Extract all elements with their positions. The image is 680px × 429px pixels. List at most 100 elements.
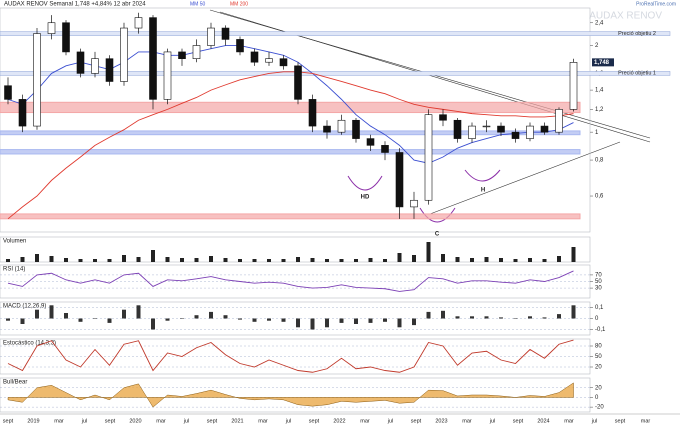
bar bbox=[35, 254, 39, 262]
panel-frame bbox=[0, 377, 591, 413]
y-tick-label: 1,4 bbox=[595, 88, 604, 94]
candle-body bbox=[265, 58, 273, 63]
bar bbox=[107, 259, 112, 262]
bar bbox=[513, 318, 518, 319]
y-tick-label: 80 bbox=[595, 344, 602, 350]
bar bbox=[267, 318, 271, 321]
x-tick-label: 2019 bbox=[27, 418, 39, 424]
bar bbox=[78, 259, 83, 262]
candle-body bbox=[178, 51, 186, 59]
candle-body bbox=[453, 119, 462, 139]
indicator-line bbox=[7, 339, 574, 373]
x-tick-label: 2021 bbox=[231, 418, 243, 424]
candle-body bbox=[294, 65, 302, 100]
y-tick-label: 0,1 bbox=[595, 305, 604, 311]
bar bbox=[252, 318, 257, 322]
x-tick-label: jul bbox=[183, 418, 190, 424]
bar bbox=[136, 305, 141, 319]
y-tick-label: 0 bbox=[595, 316, 599, 322]
bar bbox=[49, 256, 54, 262]
x-tick-label: jul bbox=[285, 418, 292, 424]
x-tick-label: 2023 bbox=[435, 418, 447, 424]
candle-body bbox=[497, 125, 505, 133]
bar bbox=[20, 257, 25, 262]
bar bbox=[238, 318, 242, 320]
bar bbox=[238, 259, 242, 262]
candle-body bbox=[250, 51, 259, 63]
candle-body bbox=[105, 58, 114, 82]
target-label: Preció objetiu 1 bbox=[618, 71, 656, 77]
moving-average bbox=[7, 71, 574, 220]
y-tick-label: 2,4 bbox=[595, 20, 604, 26]
y-tick-label: 0 bbox=[595, 395, 599, 401]
y-tick-label: -20 bbox=[595, 405, 604, 411]
indicator-area bbox=[7, 382, 574, 408]
bar bbox=[209, 256, 213, 262]
panel-title: Volumen bbox=[3, 239, 26, 245]
pattern-label: HD bbox=[361, 195, 370, 201]
bar bbox=[93, 259, 97, 262]
candle-body bbox=[526, 125, 534, 139]
candle-body bbox=[424, 114, 433, 201]
bar bbox=[412, 318, 416, 326]
moving-average bbox=[7, 45, 574, 164]
bar bbox=[368, 318, 373, 323]
bar bbox=[368, 258, 373, 262]
bar bbox=[325, 259, 329, 262]
panel-title: Estocástico (14,3,3) bbox=[3, 341, 56, 347]
x-tick-label: sept bbox=[207, 418, 218, 424]
x-tick-label: 2024 bbox=[537, 418, 549, 424]
bar bbox=[122, 309, 126, 319]
bar bbox=[528, 316, 532, 319]
bar bbox=[136, 257, 141, 262]
bar bbox=[542, 317, 547, 319]
candle-body bbox=[18, 99, 27, 127]
bar bbox=[484, 316, 489, 319]
chart-title: AUDAX RENOV Semanal 1,748 +4,84% 12 abr … bbox=[4, 2, 146, 8]
bar bbox=[223, 315, 228, 319]
x-tick-label: sept bbox=[105, 418, 116, 424]
y-tick-label: 70 bbox=[595, 272, 602, 278]
candle-body bbox=[163, 51, 172, 100]
bar bbox=[165, 318, 170, 321]
y-tick-label: 1 bbox=[595, 130, 599, 136]
bar bbox=[383, 259, 387, 262]
candle-body bbox=[366, 138, 375, 146]
bar bbox=[441, 254, 445, 262]
bar bbox=[165, 257, 170, 262]
bar bbox=[499, 258, 503, 262]
bar bbox=[20, 318, 25, 324]
x-tick-label: mar bbox=[564, 418, 574, 424]
indicator-line bbox=[7, 270, 574, 292]
y-tick-label: 2 bbox=[595, 43, 599, 49]
y-tick-label: 20 bbox=[595, 365, 602, 371]
watermark: AUDAX RENOV bbox=[589, 11, 662, 22]
bar bbox=[180, 318, 184, 319]
pattern-arc bbox=[464, 169, 501, 182]
candle-body bbox=[555, 109, 563, 133]
bar bbox=[339, 259, 344, 262]
price-zone bbox=[0, 149, 581, 155]
bar bbox=[64, 258, 68, 262]
x-tick-label: mar bbox=[360, 418, 370, 424]
candle-body bbox=[91, 58, 99, 74]
bar bbox=[528, 258, 532, 262]
panel-title: RSI (14) bbox=[3, 267, 25, 273]
bar bbox=[354, 259, 358, 262]
bar bbox=[397, 253, 402, 262]
y-tick-label: 1,2 bbox=[595, 107, 604, 113]
candle-body bbox=[236, 39, 244, 53]
x-tick-label: 2022 bbox=[333, 418, 345, 424]
y-tick-label: -0,1 bbox=[595, 327, 606, 333]
candle-body bbox=[395, 152, 404, 208]
candle-body bbox=[47, 22, 56, 34]
bar bbox=[281, 318, 286, 322]
bar bbox=[499, 317, 503, 319]
candle-body bbox=[134, 17, 143, 29]
pattern-arc bbox=[419, 207, 456, 223]
bar bbox=[325, 318, 329, 328]
candle-body bbox=[76, 51, 85, 74]
price-zone bbox=[0, 130, 581, 136]
bar bbox=[484, 257, 489, 262]
